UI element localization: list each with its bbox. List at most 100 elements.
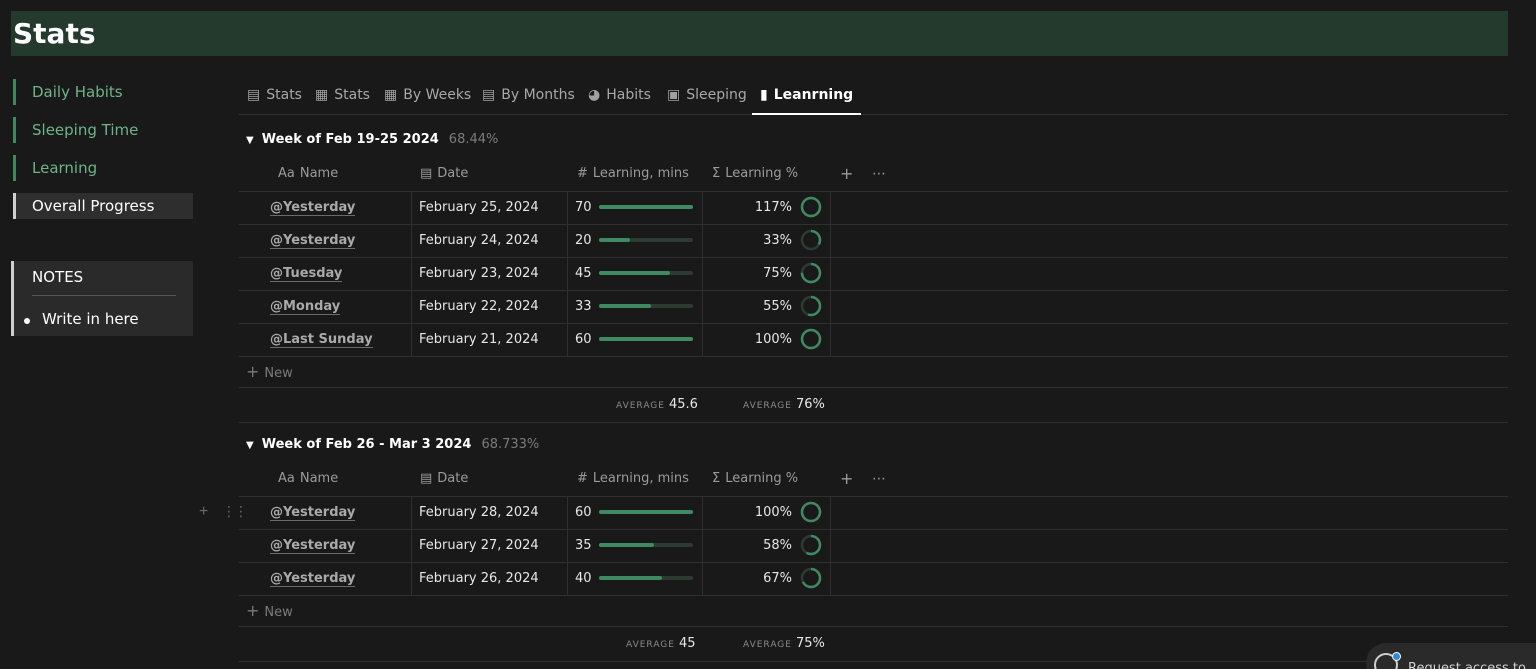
cell-date[interactable]: February 28, 2024: [419, 505, 539, 520]
row-divider: [239, 356, 1508, 357]
average-pct[interactable]: AVERAGE 75%: [743, 636, 825, 651]
calendar-icon: ▤: [420, 166, 433, 181]
cell-date[interactable]: February 22, 2024: [419, 299, 539, 314]
progress-bar: [599, 238, 693, 242]
progress-bar: [599, 271, 693, 275]
drag-handle-icon[interactable]: ⋮⋮: [222, 503, 248, 519]
cell-mins[interactable]: 33: [575, 299, 592, 314]
tab-stats-table[interactable]: ▦ Stats: [315, 87, 370, 103]
cell-pct[interactable]: 55%: [763, 299, 792, 314]
sidebar-link-sleeping-time[interactable]: Sleeping Time: [13, 117, 193, 143]
cell-name[interactable]: @Tuesday: [270, 266, 343, 282]
sidebar-link-overall-progress[interactable]: Overall Progress: [13, 193, 193, 219]
cell-name[interactable]: @Yesterday: [270, 233, 356, 249]
cell-mins[interactable]: 70: [575, 200, 592, 215]
tab-by-months[interactable]: ▤ By Months: [482, 87, 575, 103]
average-pct[interactable]: AVERAGE 76%: [743, 397, 825, 412]
cell-pct[interactable]: 75%: [763, 266, 792, 281]
sidebar-link-daily-habits[interactable]: Daily Habits: [13, 79, 193, 105]
column-header-pct[interactable]: Σ Learning %: [712, 471, 799, 486]
notes-callout: NOTES Write in here: [11, 261, 193, 336]
notes-title: NOTES: [32, 268, 84, 286]
tab-by-weeks[interactable]: ▦ By Weeks: [384, 87, 472, 103]
progress-ring: [800, 295, 822, 317]
bed-icon: ▣: [667, 87, 681, 103]
cell-name[interactable]: @Yesterday: [270, 571, 356, 587]
add-column-icon[interactable]: +: [840, 164, 854, 183]
cell-mins[interactable]: 60: [575, 505, 592, 520]
add-column-icon[interactable]: +: [840, 469, 854, 488]
progress-bar: [599, 576, 693, 580]
table-divider: [239, 191, 1508, 192]
progress-bar: [599, 304, 693, 308]
cell-date[interactable]: February 27, 2024: [419, 538, 539, 553]
notes-item[interactable]: Write in here: [24, 310, 139, 328]
column-header-mins[interactable]: # Learning, mins: [577, 166, 689, 181]
more-options-icon[interactable]: ⋯: [872, 471, 886, 487]
column-header-pct[interactable]: Σ Learning %: [712, 166, 799, 181]
progress-bar: [599, 510, 693, 514]
column-header-date[interactable]: ▤ Date: [420, 166, 469, 181]
progress-bar-fill: [599, 205, 693, 209]
column-header-name[interactable]: Aa Name: [278, 166, 339, 181]
progress-ring: [800, 534, 822, 556]
cell-name[interactable]: @Monday: [270, 299, 341, 315]
progress-ring: [800, 567, 822, 589]
cell-mins[interactable]: 35: [575, 538, 592, 553]
cell-pct[interactable]: 117%: [754, 200, 792, 215]
cell-pct[interactable]: 100%: [754, 332, 792, 347]
progress-bar-fill: [599, 304, 651, 308]
cell-date[interactable]: February 26, 2024: [419, 571, 539, 586]
group-header[interactable]: ▼ Week of Feb 26 - Mar 3 2024 68.733%: [246, 437, 540, 452]
plus-icon: +: [246, 362, 260, 381]
cell-name[interactable]: @Yesterday: [270, 538, 356, 554]
collapse-toggle-icon[interactable]: ▼: [246, 135, 254, 146]
cell-mins[interactable]: 45: [575, 266, 592, 281]
page-header: Stats: [11, 11, 1508, 56]
table-divider: [239, 387, 1508, 388]
row-divider: [239, 529, 1508, 530]
cell-name[interactable]: @Yesterday: [270, 505, 356, 521]
cell-date[interactable]: February 25, 2024: [419, 200, 539, 215]
cell-mins[interactable]: 60: [575, 332, 592, 347]
cell-pct[interactable]: 33%: [763, 233, 792, 248]
text-type-icon: Aa: [278, 471, 295, 486]
cell-name[interactable]: @Yesterday: [270, 200, 356, 216]
group-header[interactable]: ▼ Week of Feb 19-25 2024 68.44%: [246, 132, 499, 147]
cell-mins[interactable]: 40: [575, 571, 592, 586]
cell-date[interactable]: February 23, 2024: [419, 266, 539, 281]
new-row-button[interactable]: + New: [246, 601, 293, 620]
more-options-icon[interactable]: ⋯: [872, 166, 886, 182]
column-divider: [702, 191, 703, 356]
progress-bar-fill: [599, 510, 693, 514]
new-row-button[interactable]: + New: [246, 362, 293, 381]
cell-pct[interactable]: 67%: [763, 571, 792, 586]
request-access-button[interactable]: Request access to: [1366, 643, 1536, 669]
column-divider: [411, 191, 412, 356]
cell-name[interactable]: @Last Sunday: [270, 332, 373, 348]
collapse-toggle-icon[interactable]: ▼: [246, 440, 254, 451]
tab-sleeping[interactable]: ▣ Sleeping: [667, 87, 747, 103]
cell-pct[interactable]: 100%: [754, 505, 792, 520]
tab-stats-chart[interactable]: ▤ Stats: [247, 87, 302, 103]
row-divider: [239, 323, 1508, 324]
average-mins[interactable]: AVERAGE 45.6: [616, 397, 698, 412]
average-mins[interactable]: AVERAGE 45: [626, 636, 696, 651]
cell-pct[interactable]: 58%: [763, 538, 792, 553]
bottle-icon: ▮: [760, 87, 768, 103]
add-row-icon[interactable]: +: [199, 503, 209, 520]
sidebar-link-learning[interactable]: Learning: [13, 155, 193, 181]
progress-bar: [599, 543, 693, 547]
progress-bar-fill: [599, 238, 631, 242]
cell-mins[interactable]: 20: [575, 233, 592, 248]
column-header-mins[interactable]: # Learning, mins: [577, 471, 689, 486]
column-header-date[interactable]: ▤ Date: [420, 471, 469, 486]
progress-ring: [800, 501, 822, 523]
tab-habits[interactable]: ◕ Habits: [588, 87, 651, 103]
table-divider: [239, 496, 1508, 497]
cell-date[interactable]: February 21, 2024: [419, 332, 539, 347]
column-header-name[interactable]: Aa Name: [278, 471, 339, 486]
cell-date[interactable]: February 24, 2024: [419, 233, 539, 248]
progress-bar-fill: [599, 337, 693, 341]
tab-learning[interactable]: ▮ Leanrning: [752, 80, 862, 115]
